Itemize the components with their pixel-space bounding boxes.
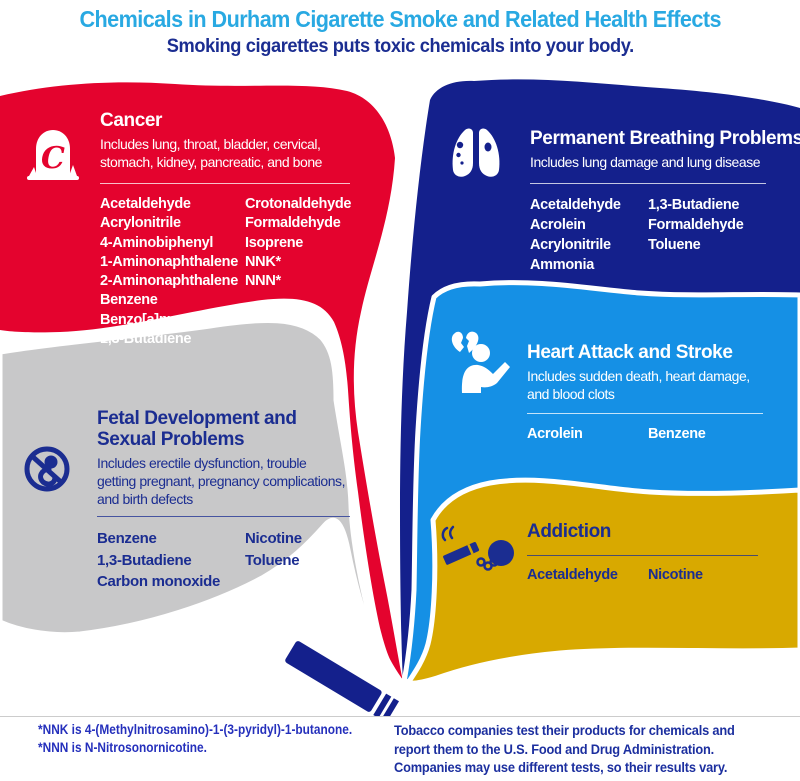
svg-text:C: C xyxy=(41,141,65,176)
chemical: Benzene xyxy=(97,530,157,547)
chemical: 1,3-Butadiene xyxy=(100,331,192,348)
chemical: Formaldehyde xyxy=(648,217,744,233)
chemical: Benzo[a]pyrene xyxy=(100,311,205,328)
addiction-title: Addiction xyxy=(527,521,611,542)
chemical: Crotonaldehyde xyxy=(245,196,352,212)
fetal-icon xyxy=(24,446,70,492)
chemical: Benzene xyxy=(648,426,706,442)
chemical: Nicotine xyxy=(648,567,703,583)
chemical: Isoprene xyxy=(245,234,304,251)
chemical: NNN* xyxy=(245,273,281,290)
cancer-description: Includes lung, throat, bladder, cervical… xyxy=(100,136,323,170)
chemical: Toluene xyxy=(648,237,701,253)
addiction-separator xyxy=(527,555,758,556)
chemical: Acrolein xyxy=(527,426,583,442)
fetal-title: Fetal Development and Sexual Problems xyxy=(97,408,297,450)
chemical: NNK* xyxy=(245,253,281,270)
chemical: Nicotine xyxy=(245,530,302,547)
chemical: Toluene xyxy=(245,551,300,569)
chemical: Ammonia xyxy=(530,257,594,273)
heart-title: Heart Attack and Stroke xyxy=(527,342,733,363)
fetal-separator xyxy=(97,516,350,517)
chemical: 4-Aminobiphenyl xyxy=(100,234,214,251)
chemical: Acetaldehyde xyxy=(527,567,618,583)
chemical: 1,3-Butadiene xyxy=(97,551,192,569)
cancer-separator xyxy=(100,183,350,184)
section-breathing: Permanent Breathing Problems Includes lu… xyxy=(530,128,800,275)
chemical: 1,3-Butadiene xyxy=(648,197,740,213)
chemical: Carbon monoxide xyxy=(97,573,221,590)
chemical: Benzene xyxy=(100,292,158,309)
heart-chemical-list: Acrolein Benzene xyxy=(527,425,789,444)
chemical: Acrylonitrile xyxy=(530,237,611,253)
chemical: Formaldehyde xyxy=(245,215,341,232)
smoke-plumes-graphic: C xyxy=(0,79,800,716)
section-cancer: Cancer Includes lung, throat, bladder, c… xyxy=(100,110,370,349)
cancer-title: Cancer xyxy=(100,110,163,131)
lungs-icon xyxy=(452,128,500,177)
chemical: Acrolein xyxy=(530,217,586,233)
footnotes: *NNK is 4-(Methylnitrosamino)-1-(3-pyrid… xyxy=(38,722,353,755)
cancer-icon: C xyxy=(27,130,79,180)
chemical: Acrylonitrile xyxy=(100,215,181,232)
footer-divider xyxy=(0,716,800,717)
breathing-title: Permanent Breathing Problems xyxy=(530,128,800,149)
cancer-chemical-list: Acetaldehyde Acrylonitrile 4-Aminobiphen… xyxy=(100,195,370,349)
chemical: 1-Aminonaphthalene xyxy=(100,253,239,270)
heart-attack-icon xyxy=(451,331,510,393)
page-subtitle: Smoking cigarettes puts toxic chemicals … xyxy=(166,36,634,57)
chemical: 2-Aminonaphthalene xyxy=(100,273,239,290)
heart-description: Includes sudden death, heart damage, and… xyxy=(527,368,750,402)
chemical: Acetaldehyde xyxy=(100,196,191,212)
addiction-plume xyxy=(405,477,800,686)
fetal-chemical-list: Benzene 1,3-Butadiene Carbon monoxide Ni… xyxy=(97,528,382,593)
fetal-plume xyxy=(0,317,406,687)
section-heart: Heart Attack and Stroke Includes sudden … xyxy=(527,342,789,444)
chemical: Acetaldehyde xyxy=(530,197,621,213)
cancer-plume xyxy=(0,82,403,682)
section-addiction: Addiction Acetaldehyde Nicotine xyxy=(527,521,789,585)
addiction-icon xyxy=(441,525,514,571)
fetal-description: Includes erectile dysfunction, trouble g… xyxy=(97,455,346,507)
breathing-description: Includes lung damage and lung disease xyxy=(530,154,761,170)
heart-separator xyxy=(527,413,763,414)
disclaimer: Tobacco companies test their products fo… xyxy=(394,723,735,775)
cigarette-illustration xyxy=(285,641,400,716)
section-fetal: Fetal Development and Sexual Problems In… xyxy=(97,408,382,593)
breathing-chemical-list: Acetaldehyde Acrolein Acrylonitrile Ammo… xyxy=(530,195,798,275)
page-title: Chemicals in Durham Cigarette Smoke and … xyxy=(79,6,721,32)
addiction-chemical-list: Acetaldehyde Nicotine xyxy=(527,566,789,585)
breathing-separator xyxy=(530,183,766,184)
